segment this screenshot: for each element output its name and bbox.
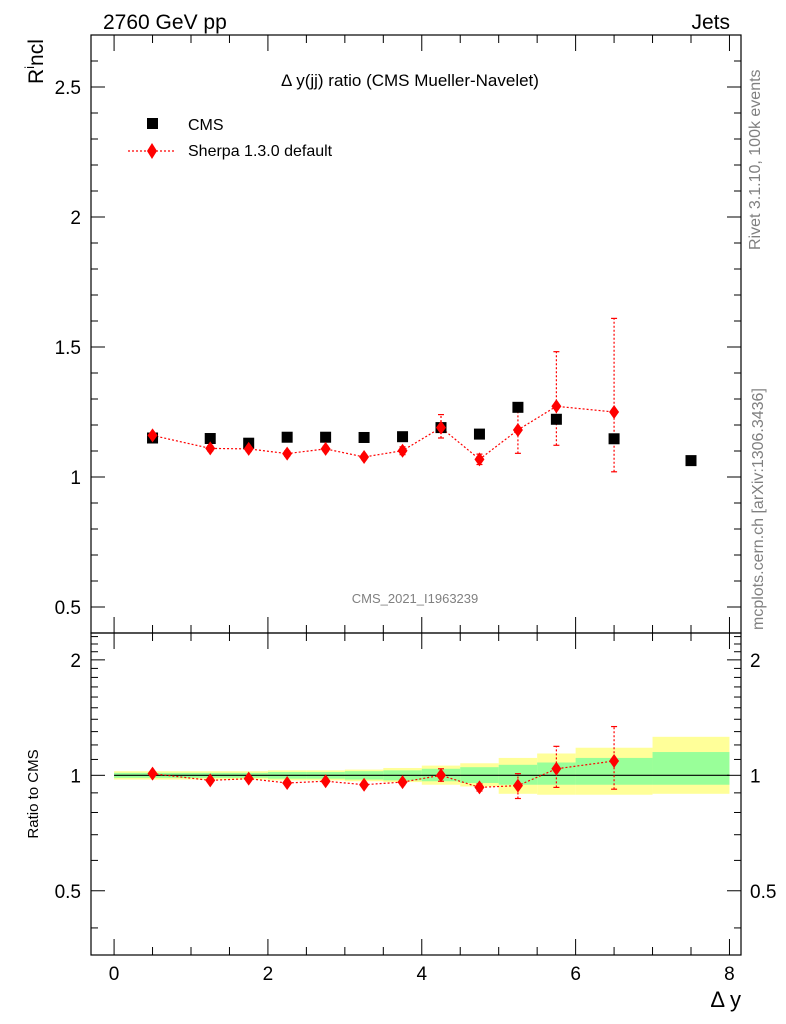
ratio-sherpa-point — [474, 780, 485, 795]
sherpa-point — [205, 441, 216, 456]
process-label: Jets — [691, 11, 730, 34]
x-tick-label: 4 — [416, 964, 427, 985]
x-axis-label: Δ y — [710, 987, 741, 1012]
sherpa-point — [512, 422, 523, 437]
ratio-y-tick-label-right: 0.5 — [750, 882, 776, 903]
main-y-tick-label: 1 — [70, 468, 81, 489]
x-tick-label: 2 — [263, 964, 274, 985]
sherpa-line — [152, 405, 615, 461]
cms-point — [550, 413, 562, 425]
ratio-frame — [90, 632, 742, 956]
ratio-sherpa-point — [359, 777, 370, 792]
sherpa-point — [147, 428, 158, 443]
x-tick-label: 6 — [570, 964, 581, 985]
ratio-y-tick-label-right: 2 — [750, 651, 761, 672]
svg-text:Rincl: Rincl — [22, 39, 48, 84]
ratio-uncertainty-bands — [114, 736, 730, 795]
ratio-sherpa-point — [551, 761, 562, 776]
chart-title: Δ y(jj) ratio (CMS Mueller-Navelet) — [281, 71, 539, 90]
main-y-tick-label: 2.5 — [55, 78, 81, 99]
ratio-sherpa-point — [397, 775, 408, 790]
sherpa-point — [609, 405, 620, 419]
cms-point — [473, 428, 485, 440]
main-y-axis: 0.5 1 1.5 2 2.5 — [55, 34, 741, 634]
sherpa-point — [282, 446, 293, 461]
sherpa-point — [436, 420, 446, 435]
ratio-sherpa-point — [436, 768, 446, 783]
legend-cms-label: CMS — [188, 117, 224, 134]
ylabel-rest: ncl — [25, 39, 48, 66]
sherpa-point — [243, 441, 254, 456]
ratio-y-tick-label-left: 1 — [70, 766, 81, 787]
sherpa-point — [359, 449, 370, 464]
main-panel: 0.5 1 1.5 2 2.5 Δ y(jj) ratio (CMS Mueller-N… — [22, 34, 742, 634]
sherpa-point — [320, 441, 331, 456]
ylabel-main: R — [25, 69, 48, 84]
ratio-sherpa-point — [147, 766, 158, 781]
sherpa-point — [397, 443, 408, 458]
ratio-y-tick-label-right: 1 — [750, 766, 761, 787]
ratio-sherpa-point — [609, 753, 620, 768]
main-y-tick-label: 2 — [70, 208, 81, 229]
ratio-sherpa-point — [243, 771, 254, 786]
main-y-tick-label: 1.5 — [55, 338, 81, 359]
cms-point — [397, 431, 409, 443]
main-y-tick-label: 0.5 — [55, 598, 81, 619]
ratio-y-tick-label-left: 2 — [70, 651, 81, 672]
legend: CMS Sherpa 1.3.0 default — [128, 117, 333, 160]
cms-point — [608, 433, 620, 445]
ylabel-sup: i — [22, 66, 37, 69]
main-y-axis-label: Rincl — [22, 39, 48, 84]
cms-point — [358, 431, 370, 443]
ratio-y-axis-label: Ratio to CMS — [25, 749, 42, 838]
x-tick-label: 0 — [109, 964, 120, 985]
ratio-panel: 0.5 0.5 1 1 2 2 0 2 4 6 8 Ratio to CMS Δ y — [25, 632, 776, 1012]
energy-label: 2760 GeV pp — [103, 11, 227, 34]
cms-point — [204, 433, 216, 445]
main-x-ticks — [113, 35, 730, 633]
legend-sherpa-marker — [147, 143, 157, 159]
x-tick-label: 8 — [724, 964, 735, 985]
ratio-marks — [147, 725, 620, 800]
cms-point — [685, 455, 697, 467]
cms-point — [320, 431, 332, 443]
ratio-y-tick-label-left: 0.5 — [55, 882, 81, 903]
rivet-label: Rivet 3.1.10, 100k events — [747, 69, 764, 250]
ratio-sherpa-point — [282, 775, 293, 790]
sherpa-point — [474, 452, 485, 467]
ratio-sherpa-point — [512, 778, 523, 793]
ratio-sherpa-point — [205, 773, 216, 788]
band-green — [652, 752, 730, 785]
legend-cms-marker — [147, 118, 158, 129]
cms-point — [281, 431, 293, 443]
ratio-sherpa-point — [320, 774, 331, 789]
main-marks — [147, 317, 697, 473]
cms-point — [512, 401, 524, 413]
ratio-y-axis: 0.5 0.5 1 1 2 2 — [55, 636, 776, 929]
mcplots-label: mcplots.cern.ch [arXiv:1306.3436] — [750, 388, 767, 630]
analysis-watermark: CMS_2021_I1963239 — [352, 591, 479, 606]
legend-sherpa-label: Sherpa 1.3.0 default — [188, 143, 333, 160]
ratio-x-axis: 0 2 4 6 8 — [109, 633, 735, 985]
sherpa-point — [551, 399, 562, 414]
